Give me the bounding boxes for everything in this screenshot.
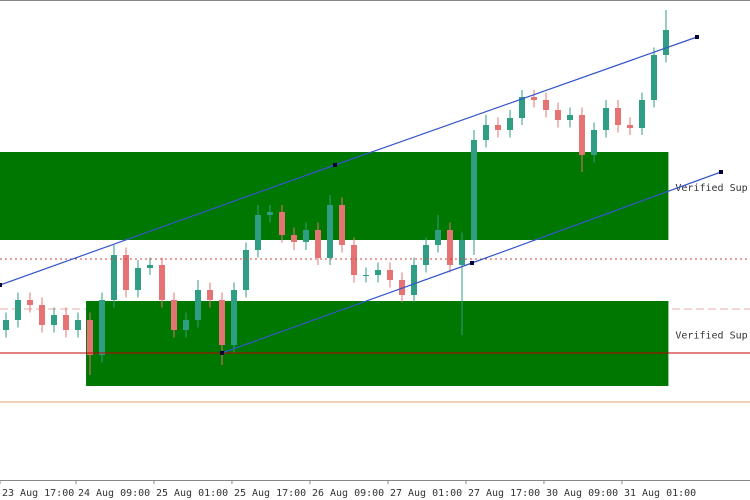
candle-body	[279, 212, 285, 235]
x-tick-label: 23 Aug 17:00	[2, 488, 74, 499]
candle-body	[495, 125, 501, 130]
trendline-anchor	[694, 35, 699, 39]
trendline-anchor	[469, 261, 474, 265]
candle-body	[471, 140, 477, 240]
candle-body	[543, 100, 549, 110]
candle-body	[135, 268, 141, 290]
x-tick-label: 31 Aug 01:00	[624, 488, 696, 499]
candle-body	[603, 108, 609, 130]
x-tick-label: 25 Aug 17:00	[234, 488, 306, 499]
candle-body	[51, 315, 57, 325]
candle-body	[363, 275, 369, 276]
candle-body	[99, 300, 105, 355]
candle-body	[39, 305, 45, 325]
candle-body	[255, 215, 261, 250]
zone	[86, 301, 669, 386]
candle-body	[171, 300, 177, 330]
x-tick-label: 26 Aug 09:00	[312, 488, 384, 499]
candle-body	[435, 230, 441, 245]
candle-body	[195, 290, 201, 320]
candle-body	[351, 245, 357, 275]
candle-body	[159, 265, 165, 300]
candle-body	[531, 97, 537, 100]
candle-body	[627, 125, 633, 128]
trendline-anchor	[220, 351, 224, 355]
candle-body	[207, 290, 213, 300]
candle-body	[15, 300, 21, 320]
candle-body	[123, 255, 129, 290]
candle-body	[375, 270, 381, 275]
x-tick-label: 27 Aug 17:00	[468, 488, 540, 499]
candle-body	[423, 245, 429, 265]
candle-body	[663, 30, 669, 55]
x-tick-label: 27 Aug 01:00	[390, 488, 462, 499]
candle-body	[519, 97, 525, 118]
candle-body	[651, 55, 657, 100]
candle-body	[567, 115, 573, 120]
candle-body	[303, 230, 309, 242]
candle-body	[459, 240, 465, 265]
x-tick-label: 30 Aug 09:00	[546, 488, 618, 499]
candle-body	[507, 118, 513, 130]
zone-label: Verified Sup.	[675, 331, 750, 342]
candle-body	[591, 130, 597, 155]
candle-body	[291, 235, 297, 242]
candle-body	[27, 300, 33, 305]
candle-body	[147, 265, 153, 268]
candle-body	[75, 320, 81, 330]
zone-label: Verified Sup	[675, 183, 747, 194]
candle-body	[579, 115, 585, 155]
candle-body	[315, 230, 321, 258]
trendline-anchor	[718, 170, 723, 174]
candle-body	[615, 108, 621, 125]
candle-body	[267, 212, 273, 215]
candle-body	[447, 230, 453, 265]
trendline-anchor	[333, 163, 338, 167]
candle-body	[63, 315, 69, 330]
candle-body	[219, 300, 225, 345]
x-tick-label: 25 Aug 01:00	[156, 488, 228, 499]
trendline-anchor	[0, 283, 2, 287]
candle-body	[327, 205, 333, 258]
candle-body	[111, 255, 117, 300]
candle-body	[183, 320, 189, 330]
candle-body	[243, 250, 249, 290]
candle-body	[399, 280, 405, 295]
candle-body	[555, 110, 561, 120]
candle-body	[87, 320, 93, 355]
candle-body	[339, 205, 345, 245]
candle-body	[3, 320, 9, 330]
candle-body	[483, 125, 489, 140]
candle-body	[639, 100, 645, 128]
candle-body	[387, 270, 393, 280]
x-tick-label: 24 Aug 09:00	[78, 488, 150, 499]
candle-body	[231, 290, 237, 345]
candle-body	[411, 265, 417, 295]
